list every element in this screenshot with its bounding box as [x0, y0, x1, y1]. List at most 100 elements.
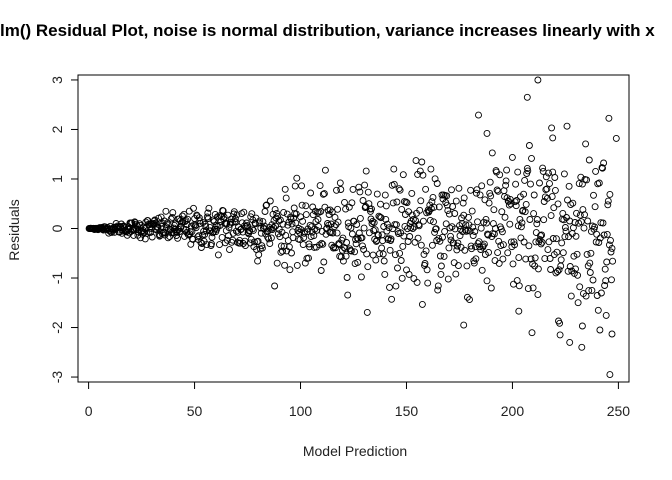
data-point [577, 218, 585, 226]
data-point [493, 186, 501, 194]
data-point [556, 331, 564, 339]
data-point [541, 255, 549, 263]
data-point [458, 220, 466, 227]
data-point [432, 225, 440, 233]
data-point [435, 203, 443, 211]
data-point [483, 219, 490, 227]
data-point [533, 220, 541, 228]
data-point [306, 243, 313, 251]
data-point [563, 122, 571, 130]
data-point [240, 208, 248, 216]
data-point [525, 242, 533, 250]
data-point [546, 255, 554, 262]
data-point [223, 220, 231, 228]
data-point [595, 179, 603, 187]
data-point [460, 321, 468, 329]
data-point [596, 326, 604, 334]
data-point [166, 233, 174, 241]
data-point [286, 266, 294, 274]
data-point [524, 167, 532, 175]
data-point [548, 124, 556, 132]
data-point [303, 228, 311, 236]
data-point [198, 240, 206, 247]
data-point [520, 190, 528, 198]
data-point [201, 231, 209, 238]
data-point [480, 240, 488, 248]
data-point [483, 277, 491, 285]
data-point [472, 189, 480, 197]
data-point [515, 254, 523, 262]
data-point [560, 170, 568, 178]
data-point [467, 242, 475, 250]
data-point [547, 212, 555, 220]
data-point [511, 241, 519, 249]
x-tick-label: 250 [607, 403, 631, 419]
data-point [333, 229, 341, 237]
data-point [543, 185, 551, 193]
data-point [343, 239, 351, 246]
data-point [600, 159, 608, 167]
data-point [544, 246, 552, 254]
data-point [515, 282, 523, 290]
data-point [565, 182, 573, 190]
data-point [551, 186, 559, 194]
data-point [454, 239, 462, 247]
data-point [321, 166, 329, 174]
data-point [590, 191, 597, 199]
y-axis-label: Residuals [6, 199, 22, 260]
data-point [214, 251, 222, 259]
data-point [324, 220, 331, 227]
data-point [490, 206, 498, 214]
data-point [554, 268, 561, 275]
data-point [399, 171, 407, 179]
data-point [573, 250, 581, 258]
data-point [609, 257, 617, 265]
data-point [538, 231, 546, 239]
data-point [337, 253, 345, 261]
data-point [477, 224, 485, 232]
data-point [417, 241, 425, 249]
data-point [487, 284, 495, 292]
data-point [599, 164, 606, 172]
data-point [473, 186, 481, 194]
data-point [469, 232, 477, 240]
data-point [601, 265, 609, 273]
data-point [365, 229, 373, 237]
data-point [522, 200, 530, 208]
data-point [420, 250, 428, 258]
data-point [506, 220, 514, 228]
data-point [342, 252, 350, 260]
data-point [192, 221, 200, 229]
data-point [608, 330, 616, 338]
data-point [530, 210, 538, 218]
data-point [503, 194, 511, 202]
data-point [293, 261, 301, 269]
data-point [334, 205, 342, 213]
data-point [536, 179, 543, 187]
data-point [582, 292, 590, 300]
data-point [176, 228, 184, 235]
data-point [317, 267, 325, 274]
data-point [254, 257, 262, 265]
data-point [398, 205, 406, 213]
data-point [432, 225, 440, 233]
data-point [348, 199, 356, 207]
data-point [305, 254, 312, 262]
data-point [361, 181, 369, 189]
data-point [485, 248, 493, 256]
data-point [319, 190, 327, 198]
data-point [318, 239, 326, 247]
data-point [604, 201, 612, 209]
data-point [302, 202, 310, 210]
y-tick-label: 1 [49, 175, 65, 183]
data-point [194, 233, 202, 241]
data-point [383, 220, 391, 228]
data-point [281, 185, 289, 193]
data-point [436, 252, 444, 260]
data-point [499, 255, 507, 263]
data-point [369, 217, 377, 225]
data-point [434, 282, 442, 290]
data-point [531, 254, 539, 262]
data-point [416, 206, 424, 214]
data-point [550, 204, 558, 212]
